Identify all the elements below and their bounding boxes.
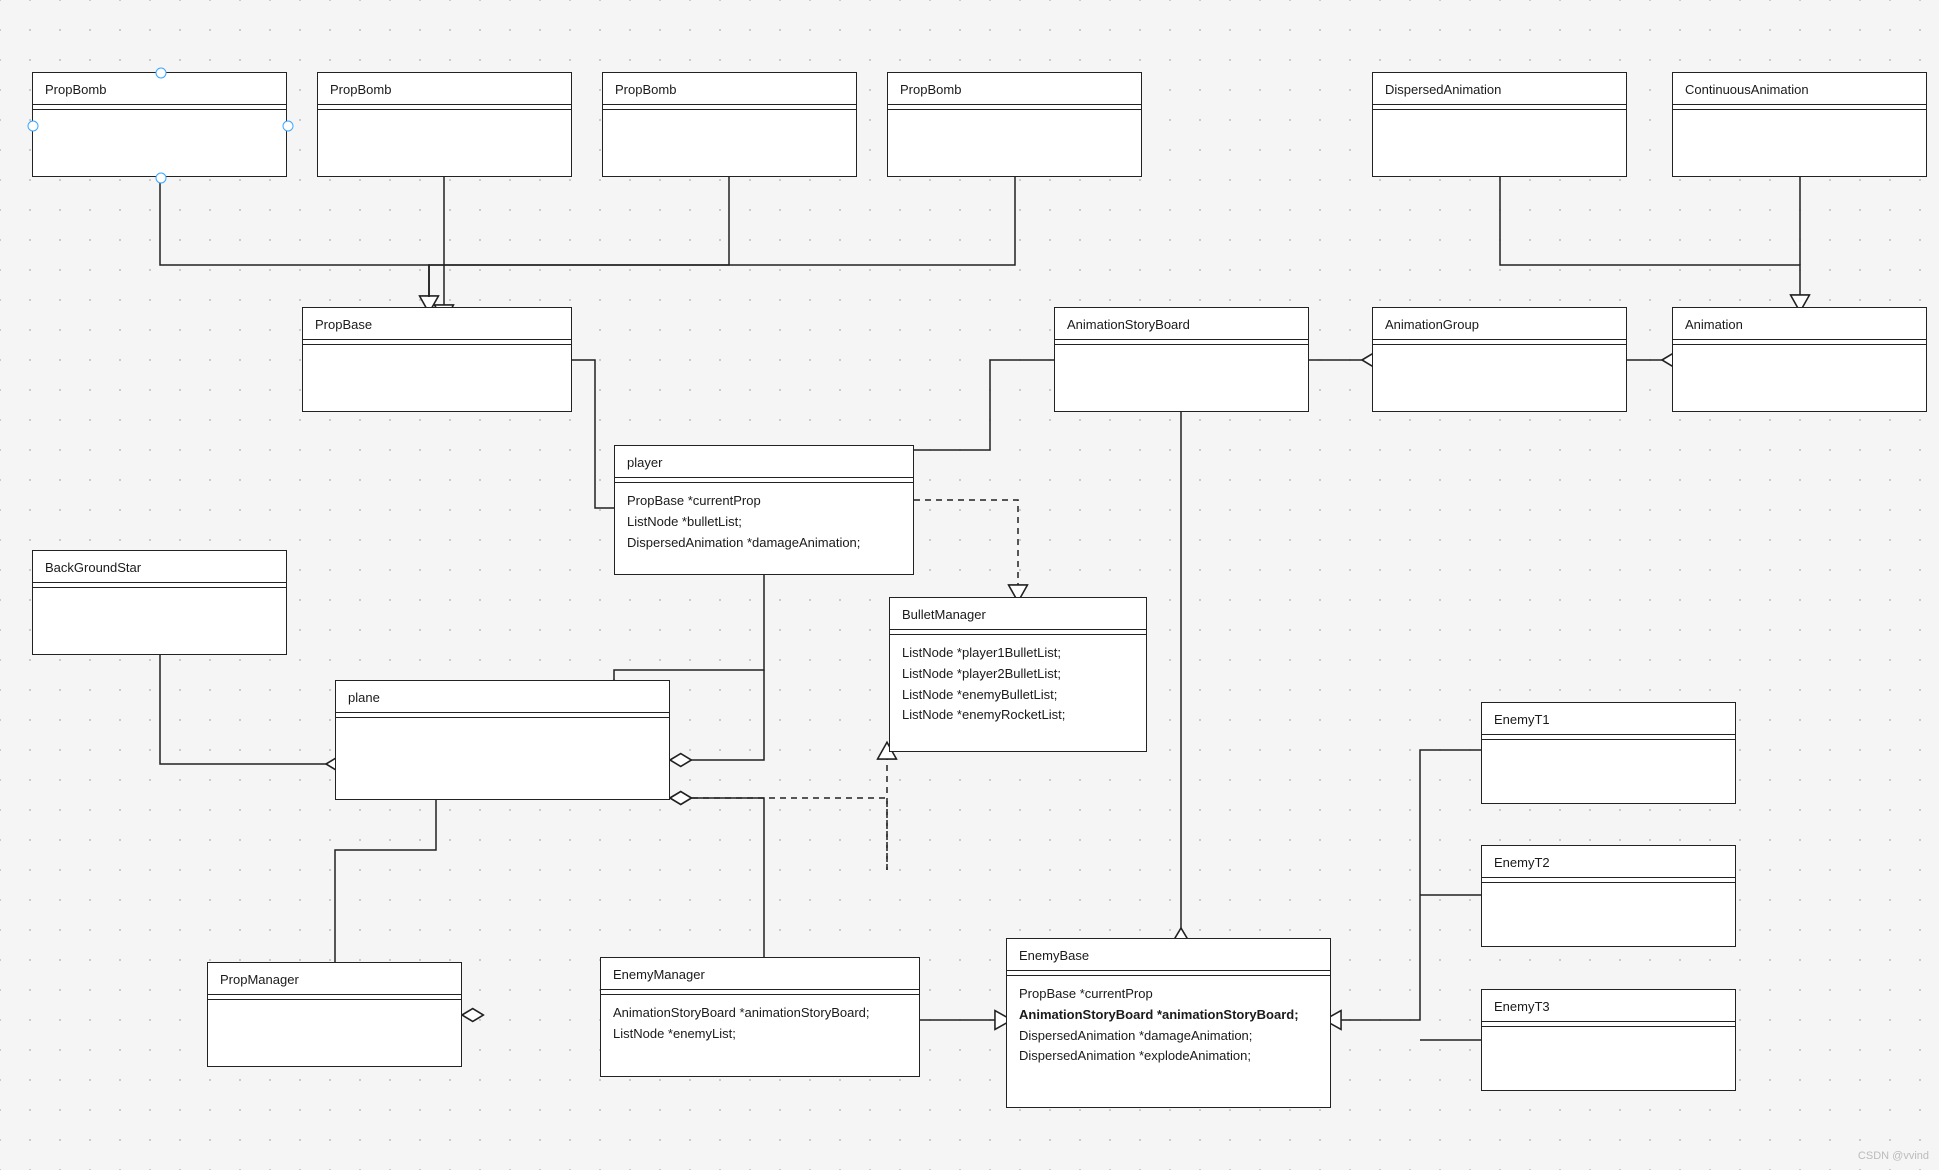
class-enemyT3[interactable]: EnemyT3 <box>1481 989 1736 1091</box>
edge <box>614 575 764 680</box>
class-title: player <box>615 446 913 478</box>
class-body <box>1373 345 1626 361</box>
class-title: PropBomb <box>603 73 856 105</box>
edge <box>429 177 729 297</box>
class-player[interactable]: player PropBase *currentPropListNode *bul… <box>614 445 914 575</box>
class-body <box>33 110 286 126</box>
class-attr: ListNode *player1BulletList; <box>902 643 1134 664</box>
class-title: EnemyBase <box>1007 939 1330 971</box>
class-attr: ListNode *enemyRocketList; <box>902 705 1134 726</box>
class-body <box>888 110 1141 126</box>
class-title: BulletManager <box>890 598 1146 630</box>
class-bulletManager[interactable]: BulletManager ListNode *player1BulletList… <box>889 597 1147 752</box>
class-attr: ListNode *enemyList; <box>613 1024 907 1045</box>
class-attr: DispersedAnimation *damageAnimation; <box>627 533 901 554</box>
class-backGroundStar[interactable]: BackGroundStar <box>32 550 287 655</box>
class-attr: AnimationStoryBoard *animationStoryBoard… <box>1019 1005 1318 1026</box>
class-body <box>336 718 669 734</box>
class-enemyT1[interactable]: EnemyT1 <box>1481 702 1736 804</box>
edge <box>160 655 326 764</box>
class-title: BackGroundStar <box>33 551 286 583</box>
edge <box>1500 177 1800 296</box>
class-propManager[interactable]: PropManager <box>207 962 462 1067</box>
class-title: PropManager <box>208 963 461 995</box>
class-body <box>318 110 571 126</box>
class-body <box>1482 740 1735 756</box>
class-plane[interactable]: plane <box>335 680 670 800</box>
class-body <box>208 1000 461 1016</box>
class-title: DispersedAnimation <box>1373 73 1626 105</box>
class-body: ListNode *player1BulletList;ListNode *pl… <box>890 635 1146 734</box>
edge <box>1340 750 1481 1020</box>
class-attr: ListNode *player2BulletList; <box>902 664 1134 685</box>
edge <box>914 500 1018 586</box>
class-attr: AnimationStoryBoard *animationStoryBoard… <box>613 1003 907 1024</box>
class-body <box>303 345 571 361</box>
class-body <box>1673 110 1926 126</box>
class-propBomb3[interactable]: PropBomb <box>602 72 857 177</box>
class-animationStoryBoard[interactable]: AnimationStoryBoard <box>1054 307 1309 412</box>
class-body <box>1055 345 1308 361</box>
class-attr: PropBase *currentProp <box>627 491 901 512</box>
edge <box>572 360 620 508</box>
class-title: ContinuousAnimation <box>1673 73 1926 105</box>
class-body: PropBase *currentPropListNode *bulletLis… <box>615 483 913 561</box>
class-title: plane <box>336 681 669 713</box>
class-body: PropBase *currentPropAnimationStoryBoard… <box>1007 976 1330 1075</box>
class-title: Animation <box>1673 308 1926 340</box>
class-enemyManager[interactable]: EnemyManager AnimationStoryBoard *animati… <box>600 957 920 1077</box>
class-enemyBase[interactable]: EnemyBase PropBase *currentPropAnimationS… <box>1006 938 1331 1108</box>
class-title: EnemyManager <box>601 958 919 990</box>
edge <box>670 798 764 957</box>
class-attr: PropBase *currentProp <box>1019 984 1318 1005</box>
class-body <box>603 110 856 126</box>
class-animation[interactable]: Animation <box>1672 307 1927 412</box>
class-propBomb1[interactable]: PropBomb <box>32 72 287 177</box>
class-attr: DispersedAnimation *explodeAnimation; <box>1019 1046 1318 1067</box>
class-title: EnemyT3 <box>1482 990 1735 1022</box>
class-body <box>1673 345 1926 361</box>
class-title: PropBase <box>303 308 571 340</box>
class-body <box>1482 1027 1735 1043</box>
class-attr: ListNode *enemyBulletList; <box>902 685 1134 706</box>
class-propBomb2[interactable]: PropBomb <box>317 72 572 177</box>
class-title: EnemyT1 <box>1482 703 1735 735</box>
watermark: CSDN @vvind <box>1858 1150 1929 1162</box>
class-body <box>1482 883 1735 899</box>
edge <box>670 798 887 870</box>
class-animationGroup[interactable]: AnimationGroup <box>1372 307 1627 412</box>
class-title: PropBomb <box>888 73 1141 105</box>
class-dispersedAnimation[interactable]: DispersedAnimation <box>1372 72 1627 177</box>
class-enemyT2[interactable]: EnemyT2 <box>1481 845 1736 947</box>
class-body <box>33 588 286 604</box>
class-propBomb4[interactable]: PropBomb <box>887 72 1142 177</box>
class-body: AnimationStoryBoard *animationStoryBoard… <box>601 995 919 1053</box>
edge <box>160 177 429 297</box>
class-title: EnemyT2 <box>1482 846 1735 878</box>
class-title: PropBomb <box>318 73 571 105</box>
class-propBase[interactable]: PropBase <box>302 307 572 412</box>
class-attr: DispersedAnimation *damageAnimation; <box>1019 1026 1318 1047</box>
edge <box>429 177 1015 297</box>
class-attr: ListNode *bulletList; <box>627 512 901 533</box>
selection-handle[interactable] <box>155 173 166 184</box>
class-title: PropBomb <box>33 73 286 105</box>
class-continuousAnimation[interactable]: ContinuousAnimation <box>1672 72 1927 177</box>
edge <box>914 360 1054 450</box>
class-title: AnimationGroup <box>1373 308 1626 340</box>
edge <box>670 670 764 760</box>
class-body <box>1373 110 1626 126</box>
class-title: AnimationStoryBoard <box>1055 308 1308 340</box>
